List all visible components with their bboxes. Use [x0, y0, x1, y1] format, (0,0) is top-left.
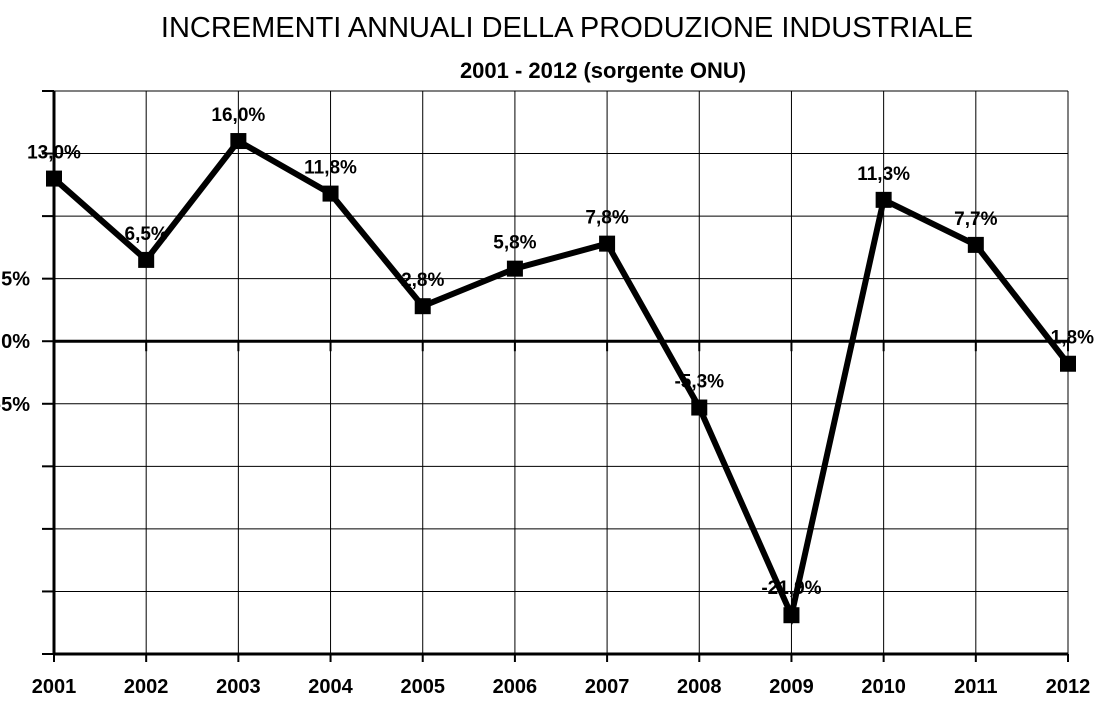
chart-title: INCREMENTI ANNUALI DELLA PRODUZIONE INDU…: [160, 12, 974, 44]
x-tick-label: 2012: [1046, 676, 1091, 698]
x-tick-label: 2007: [585, 676, 630, 698]
data-point-marker: [322, 185, 339, 202]
data-label: 16,0%: [211, 105, 265, 126]
data-point-marker: [230, 133, 247, 150]
data-label: -1,8%: [1044, 328, 1094, 349]
data-label: 13,0%: [27, 143, 81, 164]
x-tick-label: 2006: [493, 676, 538, 698]
data-label: 11,8%: [304, 158, 357, 179]
y-tick-label: -5%: [0, 394, 30, 416]
chart-subtitle: 2001 - 2012 (sorgente ONU): [459, 58, 747, 83]
data-label: 6,5%: [125, 224, 168, 245]
data-label: 7,8%: [585, 208, 628, 229]
x-tick-label: 2002: [124, 676, 169, 698]
data-point-marker: [138, 251, 155, 268]
data-point-marker: [691, 399, 708, 416]
data-point-marker: [46, 170, 62, 187]
series-line: [52, 137, 1071, 625]
x-tick-label: 2009: [769, 676, 814, 698]
data-point-marker: [414, 298, 431, 315]
x-tick-label: 2004: [308, 676, 353, 698]
y-tick-label: 0%: [1, 331, 30, 353]
data-point-marker: [875, 191, 892, 208]
y-tick-label: 5%: [1, 269, 30, 291]
data-label: -5,3%: [674, 372, 724, 393]
data-label: 7,7%: [954, 209, 997, 230]
data-point-marker: [783, 607, 800, 624]
data-label: 5,8%: [493, 233, 536, 254]
x-tick-label: 2003: [216, 676, 261, 698]
x-tick-label: 2010: [861, 676, 906, 698]
data-label: 11,3%: [857, 164, 910, 185]
data-label: 2,8%: [401, 270, 444, 291]
data-point-marker: [599, 235, 616, 252]
x-tick-label: 2011: [954, 676, 997, 698]
data-point-marker: [1060, 355, 1076, 372]
data-point-marker: [967, 236, 984, 253]
x-tick-label: 2001: [32, 676, 77, 698]
data-point-marker: [506, 260, 523, 277]
x-tick-label: 2008: [677, 676, 722, 698]
x-tick-label: 2005: [400, 676, 445, 698]
data-label: -21,9%: [761, 578, 821, 599]
